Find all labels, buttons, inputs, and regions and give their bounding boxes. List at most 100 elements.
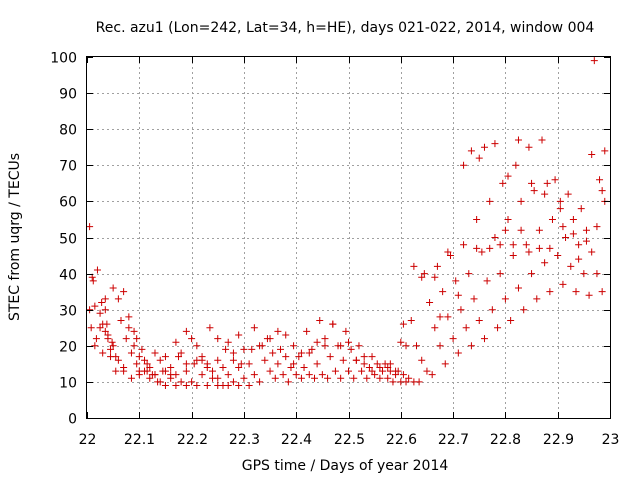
- data-point: [585, 291, 593, 299]
- data-point: [91, 302, 99, 310]
- data-point: [376, 374, 384, 382]
- data-point: [224, 382, 232, 390]
- data-point: [93, 266, 101, 274]
- data-point: [274, 360, 282, 368]
- data-point: [601, 147, 609, 155]
- data-point: [86, 223, 94, 231]
- x-tick-label: 22.9: [543, 432, 574, 448]
- data-point: [446, 252, 454, 260]
- data-point: [177, 378, 185, 386]
- data-point: [206, 324, 214, 332]
- x-tick-label: 22.7: [438, 432, 469, 448]
- data-point: [130, 342, 138, 350]
- data-point: [496, 241, 504, 249]
- data-point: [321, 335, 329, 343]
- data-point: [352, 356, 360, 364]
- data-point: [159, 367, 167, 375]
- data-point: [101, 306, 109, 314]
- data-point: [229, 378, 237, 386]
- y-tick-label: 90: [59, 87, 77, 103]
- y-tick-label: 0: [68, 412, 77, 428]
- data-point: [209, 367, 217, 375]
- data-point: [324, 374, 332, 382]
- data-point: [138, 345, 146, 353]
- data-point: [462, 324, 470, 332]
- data-point: [436, 313, 444, 321]
- data-point: [284, 378, 292, 386]
- data-point: [235, 331, 243, 339]
- data-point: [190, 360, 198, 368]
- data-point: [452, 277, 460, 285]
- data-point: [501, 226, 509, 234]
- data-point: [308, 345, 316, 353]
- data-point: [98, 298, 106, 306]
- data-point: [313, 360, 321, 368]
- plot-frame: [86, 56, 611, 419]
- data-point: [250, 324, 258, 332]
- data-point: [491, 140, 499, 148]
- data-point: [473, 215, 481, 223]
- data-point: [342, 327, 350, 335]
- data-point: [496, 270, 504, 278]
- data-point: [331, 367, 339, 375]
- data-point: [530, 187, 538, 195]
- data-point: [562, 234, 570, 241]
- data-point: [103, 320, 111, 328]
- data-point: [274, 327, 282, 335]
- data-point: [120, 288, 128, 296]
- data-point: [92, 335, 100, 343]
- data-point: [588, 150, 596, 158]
- data-point: [172, 338, 180, 346]
- data-point: [590, 57, 598, 65]
- data-point: [101, 295, 109, 303]
- data-point: [556, 197, 564, 205]
- data-point: [514, 284, 522, 292]
- data-point: [486, 197, 494, 205]
- data-point: [376, 363, 384, 371]
- data-point: [368, 367, 376, 375]
- data-point: [135, 353, 143, 361]
- data-point: [258, 342, 266, 350]
- data-point: [282, 353, 290, 361]
- data-point: [384, 363, 392, 371]
- data-point: [127, 374, 135, 382]
- y-axis-ticks: 0 10 20 30 40 50 60 70 80 90 100: [50, 51, 610, 428]
- data-point: [475, 154, 483, 162]
- x-tick-label: 22.8: [490, 432, 521, 448]
- data-point: [141, 356, 149, 364]
- data-point: [480, 335, 488, 343]
- data-point: [355, 342, 363, 350]
- data-point: [198, 356, 206, 364]
- y-tick-label: 60: [59, 195, 77, 211]
- data-point: [454, 349, 462, 357]
- data-point: [305, 349, 313, 357]
- data-point: [96, 309, 104, 317]
- data-point: [593, 223, 601, 231]
- data-point: [203, 360, 211, 368]
- data-point: [480, 143, 488, 151]
- data-point: [318, 371, 326, 379]
- data-point: [418, 273, 426, 281]
- data-point: [248, 345, 256, 353]
- data-point: [588, 248, 596, 256]
- data-point: [449, 335, 457, 343]
- data-point: [407, 317, 415, 325]
- data-point: [582, 226, 590, 234]
- y-tick-label: 80: [59, 123, 77, 139]
- data-point: [313, 338, 321, 346]
- data-point: [399, 371, 407, 379]
- data-point: [127, 349, 135, 357]
- data-point: [224, 338, 232, 346]
- data-point: [572, 288, 580, 296]
- data-point: [167, 371, 175, 379]
- data-point: [143, 367, 151, 375]
- data-point: [483, 277, 491, 285]
- y-tick-label: 20: [59, 340, 77, 356]
- data-point: [245, 360, 253, 368]
- data-point: [303, 327, 311, 335]
- data-point: [135, 371, 143, 379]
- data-point: [282, 331, 290, 339]
- data-point: [229, 356, 237, 364]
- x-tick-label: 22.5: [334, 432, 365, 448]
- data-point: [543, 179, 551, 187]
